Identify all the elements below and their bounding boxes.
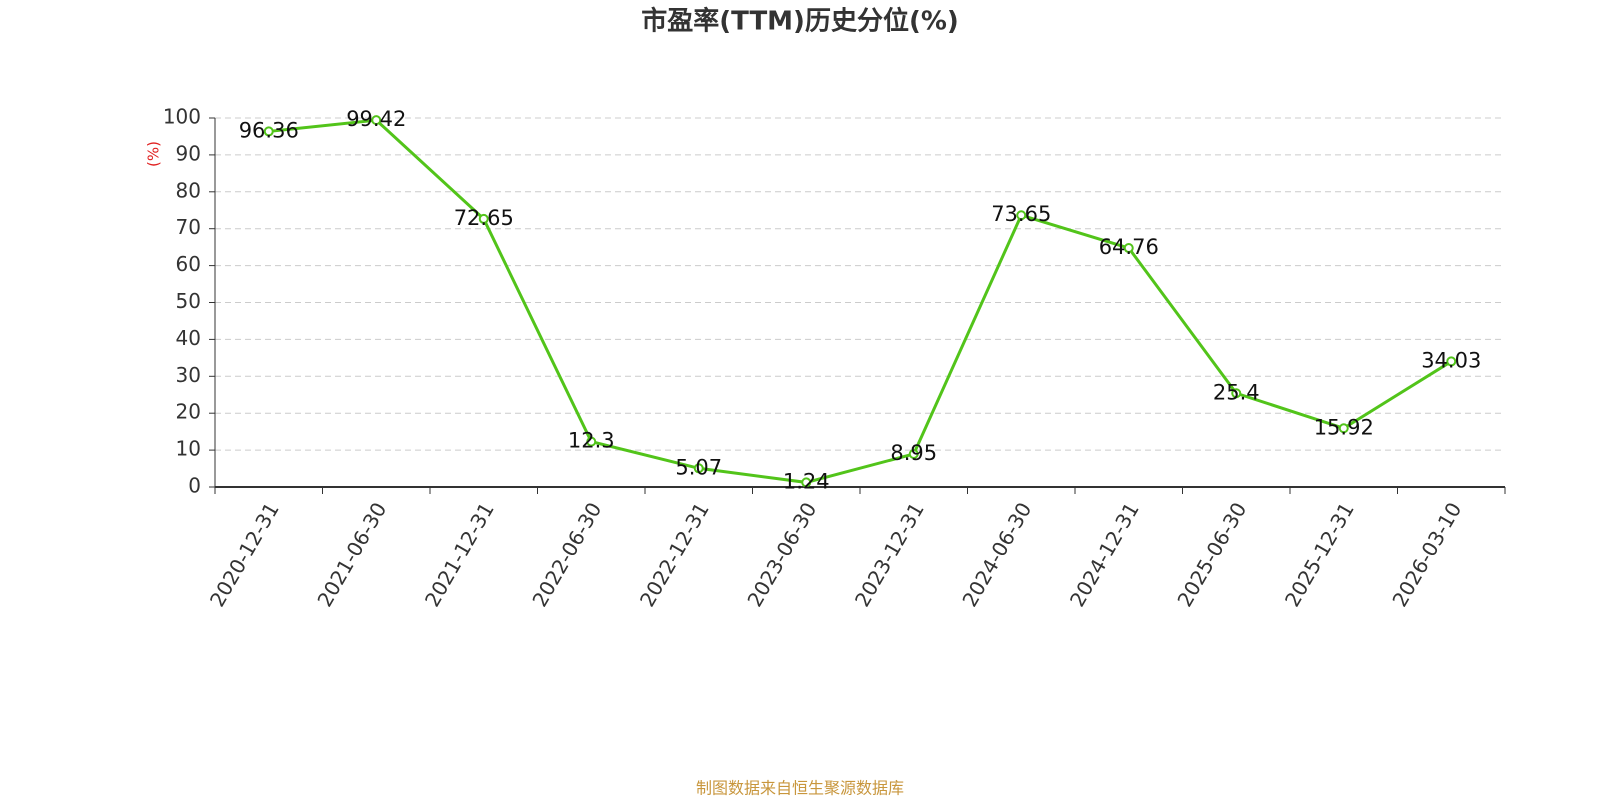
data-label: 96.36 (239, 118, 299, 142)
x-tick-label: 2022-12-31 (635, 498, 714, 611)
point (693, 463, 704, 474)
x-tick-label: 2024-06-30 (957, 498, 1036, 611)
data-label: 34.03 (1421, 348, 1481, 372)
y-tick-label: 10 (176, 437, 201, 461)
x-tick-label: 2023-06-30 (742, 498, 821, 611)
x-tick-label: 2025-12-31 (1280, 498, 1359, 611)
point (1446, 356, 1457, 367)
x-tick-label: 2023-12-31 (850, 498, 929, 611)
point (1338, 423, 1349, 434)
y-tick-label: 20 (176, 400, 201, 424)
data-label: 12.3 (568, 429, 615, 453)
line (268, 118, 1453, 484)
y-tick-label: 80 (176, 178, 201, 202)
point (263, 126, 274, 137)
y-tick-label: 0 (188, 474, 201, 498)
data-label: 5.07 (675, 455, 722, 479)
x-tick-label: 2024-12-31 (1065, 498, 1144, 611)
point (1123, 243, 1134, 254)
y-axis-label: (%) (145, 141, 163, 167)
y-tick-label: 40 (176, 326, 201, 350)
data-label: 64.76 (1099, 235, 1159, 259)
x-tick-label: 2025-06-30 (1172, 498, 1251, 611)
y-tick-label: 50 (176, 289, 201, 313)
point (478, 213, 489, 224)
data-label: 72.65 (454, 206, 514, 230)
data-label: 25.4 (1213, 380, 1260, 404)
point (1016, 210, 1027, 221)
data-label: 1.24 (783, 469, 830, 493)
data-label: 15.92 (1314, 415, 1374, 439)
y-tick-label: 90 (176, 141, 201, 165)
point (801, 477, 812, 488)
chart-title: 市盈率(TTM)历史分位(%) (641, 6, 959, 37)
point (586, 436, 597, 447)
y-tick-label: 60 (176, 252, 201, 276)
x-tick-label: 2022-06-30 (527, 498, 606, 611)
x-tick-label: 2020-12-31 (205, 498, 284, 611)
point (908, 448, 919, 459)
x-tick-label: 2026-03-10 (1387, 498, 1466, 611)
y-tick-label: 100 (163, 105, 201, 129)
y-tick-label: 30 (176, 363, 201, 387)
data-label: 99.42 (346, 107, 406, 131)
data-label: 73.65 (991, 202, 1051, 226)
footer: 制图数据来自恒生聚源数据库 (696, 779, 904, 798)
x-tick-label: 2021-06-30 (312, 498, 391, 611)
point (371, 115, 382, 126)
point (1231, 388, 1242, 399)
y-tick-label: 70 (176, 215, 201, 239)
data-label: 8.95 (890, 441, 937, 465)
x-tick-label: 2021-12-31 (420, 498, 499, 611)
